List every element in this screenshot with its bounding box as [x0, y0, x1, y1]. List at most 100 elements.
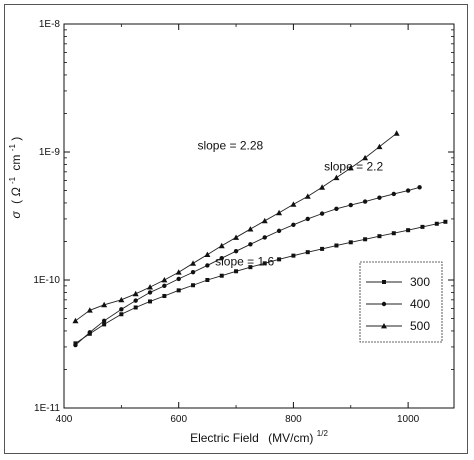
data-point-400: [391, 191, 396, 197]
y-tick-label: 1E-8: [39, 19, 61, 30]
data-point-400: [87, 330, 93, 335]
data-point-400: [119, 307, 124, 312]
data-point-300: [391, 231, 396, 236]
data-point-400: [291, 222, 296, 227]
data-point-500: [161, 277, 168, 283]
y-axis-ohm: Ω: [9, 187, 23, 196]
data-point-500: [261, 217, 268, 224]
data-point-400: [405, 188, 411, 193]
data-point-500: [333, 174, 340, 181]
data-point-300: [176, 288, 181, 293]
slope-annotation: slope = 1.6: [215, 254, 274, 268]
x-axis-exponent: 1/2: [317, 429, 329, 438]
series-400: [73, 185, 422, 348]
x-tick-label: 400: [56, 414, 73, 425]
y-axis-paren-open: (: [9, 200, 23, 204]
data-point-300: [377, 234, 382, 239]
chart-frame: [4, 4, 468, 454]
legend-marker-500: [381, 323, 387, 329]
x-tick-label: 1000: [397, 414, 420, 425]
data-point-400: [233, 248, 239, 254]
data-point-300: [102, 322, 107, 327]
data-point-500: [147, 284, 154, 290]
data-point-500: [290, 201, 297, 207]
data-point-300: [219, 273, 224, 278]
data-point-300: [262, 261, 267, 266]
x-axis-label: Electric Field: [190, 431, 259, 445]
x-axis-ticks: 400 600 800 1000: [56, 24, 420, 425]
data-point-300: [277, 257, 282, 262]
data-point-400: [276, 228, 282, 234]
data-point-300: [148, 299, 153, 304]
legend-marker-400: [381, 301, 387, 307]
series-500: [72, 130, 400, 324]
data-point-400: [133, 298, 138, 303]
data-point-300: [234, 269, 239, 274]
data-point-500: [362, 154, 369, 161]
legend-marker-300: [382, 280, 386, 284]
data-point-500: [347, 164, 354, 171]
data-point-300: [133, 305, 138, 310]
data-point-400: [190, 270, 196, 275]
data-point-500: [393, 130, 400, 136]
data-point-500: [118, 296, 125, 303]
series-layer: [72, 130, 448, 348]
data-point-400: [319, 211, 325, 216]
data-point-400: [73, 342, 78, 348]
data-point-300: [348, 240, 353, 245]
data-point-500: [304, 193, 311, 199]
data-point-300: [420, 224, 425, 229]
data-point-500: [218, 242, 225, 249]
y-axis-title: σ ( Ω -1 cm -1 ): [4, 137, 23, 219]
data-point-500: [72, 317, 79, 324]
legend-box: [359, 261, 443, 343]
data-point-400: [205, 263, 210, 268]
x-axis-unit: (MV/cm): [268, 431, 313, 445]
data-point-400: [362, 199, 368, 204]
data-point-500: [86, 307, 93, 313]
legend-label-400: 400: [410, 297, 430, 311]
data-point-400: [417, 185, 422, 190]
data-point-300: [363, 237, 368, 242]
data-point-300: [406, 228, 411, 233]
data-point-400: [334, 206, 339, 211]
data-point-300: [334, 243, 339, 248]
data-point-300: [305, 250, 310, 255]
y-axis-ticks: 1E-11 1E-10 1E-9 1E-8: [33, 19, 454, 414]
x-tick-label: 800: [285, 414, 302, 425]
data-point-500: [132, 290, 139, 297]
y-tick-label: 1E-9: [39, 147, 61, 158]
x-tick-label: 600: [170, 414, 187, 425]
data-point-400: [162, 283, 167, 289]
y-tick-label: 1E-11: [34, 403, 60, 414]
slope-annotation: slope = 2.2: [324, 159, 383, 173]
data-point-400: [348, 202, 353, 208]
y-tick-label: 1E-10: [33, 275, 60, 286]
y-axis-symbol: σ: [9, 210, 23, 218]
data-point-500: [175, 269, 182, 275]
y-axis-cm-exponent: -1: [8, 144, 17, 152]
y-axis-ohm-exponent: -1: [8, 176, 17, 184]
data-point-500: [233, 234, 240, 240]
data-point-400: [248, 242, 253, 247]
data-point-500: [376, 143, 383, 150]
data-point-400: [305, 216, 310, 222]
data-point-300: [162, 293, 167, 298]
data-point-400: [147, 290, 153, 295]
data-point-400: [219, 256, 224, 261]
data-point-400: [377, 195, 382, 200]
data-point-300: [320, 246, 325, 251]
legend-label-300: 300: [410, 275, 430, 289]
slope-annotation: slope = 2.28: [197, 138, 263, 152]
annotation-layer: slope = 2.28 slope = 2.2 slope = 1.6: [197, 138, 383, 268]
data-point-500: [101, 301, 108, 308]
plot-area: [63, 23, 455, 409]
data-point-300: [191, 283, 196, 288]
data-point-400: [176, 276, 181, 282]
x-axis-title: Electric Field (MV/cm) 1/2: [190, 429, 328, 445]
y-axis-cm: cm: [9, 155, 23, 171]
legend-label-500: 500: [410, 319, 430, 333]
y-axis-paren-close: ): [9, 137, 23, 141]
data-point-300: [205, 278, 210, 282]
data-point-300: [443, 219, 448, 224]
